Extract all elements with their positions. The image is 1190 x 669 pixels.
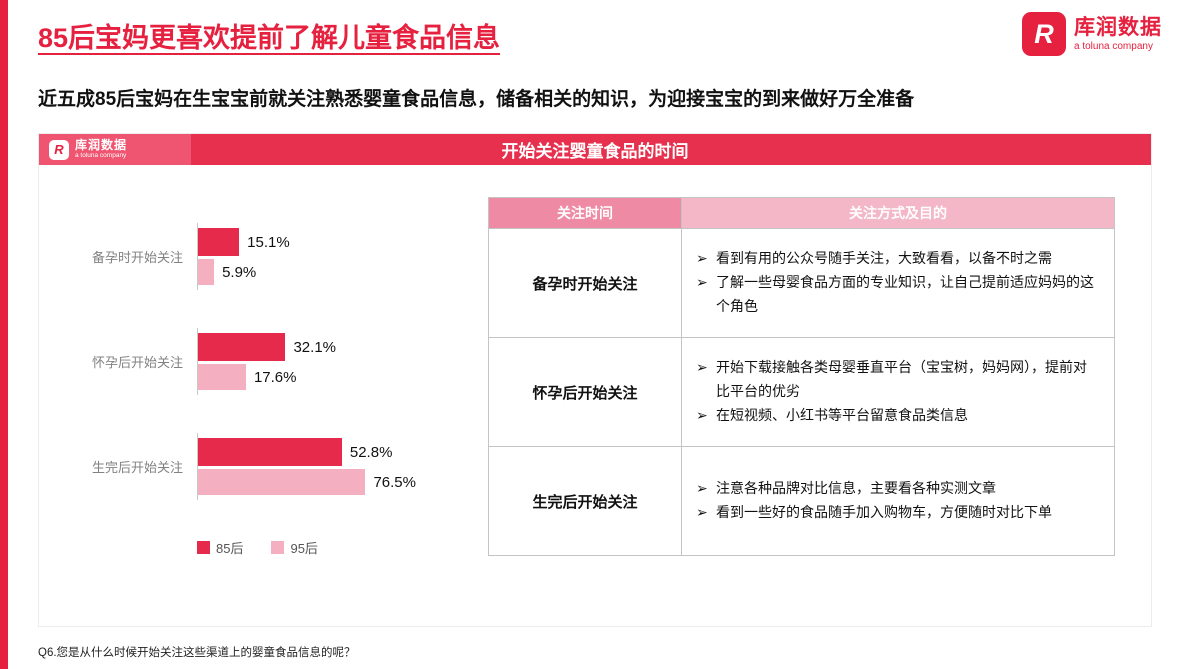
bullet-text: 在短视频、小红书等平台留意食品类信息 xyxy=(716,406,968,423)
chart-legend: 85后 95后 xyxy=(197,538,474,557)
bullet-text: 了解一些母婴食品方面的专业知识，让自己提前适应妈妈的这个角色 xyxy=(716,274,1094,314)
panel-logo: R 库润数据 a toluna company xyxy=(39,134,191,165)
bar-group: 52.8% 76.5% xyxy=(197,433,474,500)
bar-95 xyxy=(198,364,246,390)
panel-logo-icon: R xyxy=(49,139,69,160)
bar-85 xyxy=(198,333,286,361)
bar-line-85: 52.8% xyxy=(198,438,474,466)
bullet-item: ➢ 看到有用的公众号随手关注，大致看看，以备不时之需 xyxy=(696,247,1100,271)
bar-value: 17.6% xyxy=(253,368,297,386)
legend-label: 85后 xyxy=(216,541,244,556)
bar-value: 76.5% xyxy=(373,473,416,491)
bullet-item: ➢ 在短视频、小红书等平台留意食品类信息 xyxy=(696,404,1100,428)
bullet-marker: ➢ xyxy=(696,480,708,497)
table-header-detail: 关注方式及目的 xyxy=(682,198,1114,228)
legend-swatch-85 xyxy=(197,541,210,554)
bullet-item: ➢ 看到一些好的食品随手加入购物车，方便随时对比下单 xyxy=(696,501,1100,525)
bar-group: 32.1% 17.6% xyxy=(197,328,474,395)
panel-title: 开始关注婴童食品的时间 xyxy=(501,142,689,161)
table-row: 怀孕后开始关注 ➢ 开始下载接触各类母婴垂直平台（宝宝树，妈妈网），提前对比平台… xyxy=(489,338,1114,447)
bar-line-95: 17.6% xyxy=(198,364,474,390)
bar-chart: 备孕时开始关注 15.1% 5.9% 怀孕后开始关注 xyxy=(39,165,484,626)
content-panel: R 库润数据 a toluna company 开始关注婴童食品的时间 备孕时开… xyxy=(38,133,1152,627)
info-table: 关注时间 关注方式及目的 备孕时开始关注 ➢ 看到有用的公众号随手关注，大致看看… xyxy=(488,197,1115,556)
bullet-marker: ➢ xyxy=(696,274,708,291)
chart-category-label: 生完后开始关注 xyxy=(91,460,183,475)
bullet-text: 看到有用的公众号随手关注，大致看看，以备不时之需 xyxy=(716,250,1052,267)
table-cell-detail: ➢ 注意各种品牌对比信息，主要看各种实测文章 ➢ 看到一些好的食品随手加入购物车… xyxy=(682,447,1114,555)
table-cell-detail: ➢ 开始下载接触各类母婴垂直平台（宝宝树，妈妈网），提前对比平台的优劣 ➢ 在短… xyxy=(682,338,1114,446)
bar-group: 15.1% 5.9% xyxy=(197,223,474,290)
bullet-item: ➢ 注意各种品牌对比信息，主要看各种实测文章 xyxy=(696,477,1100,501)
bullet-text: 开始下载接触各类母婴垂直平台（宝宝树，妈妈网），提前对比平台的优劣 xyxy=(716,359,1087,400)
legend-label: 95后 xyxy=(290,541,318,556)
bullet-text: 看到一些好的食品随手加入购物车，方便随时对比下单 xyxy=(716,504,1052,520)
brand-name: 库润数据 xyxy=(1074,15,1162,39)
panel-header: R 库润数据 a toluna company 开始关注婴童食品的时间 xyxy=(39,134,1151,165)
brand-tagline: a toluna company xyxy=(1074,41,1153,53)
legend-item-85: 85后 xyxy=(197,538,243,557)
legend-swatch-95 xyxy=(271,541,285,554)
bullet-item: ➢ 了解一些母婴食品方面的专业知识，让自己提前适应妈妈的这个角色 xyxy=(696,271,1100,319)
bar-85 xyxy=(198,438,342,466)
left-accent-strip xyxy=(0,0,8,669)
bullet-item: ➢ 开始下载接触各类母婴垂直平台（宝宝树，妈妈网），提前对比平台的优劣 xyxy=(696,356,1100,404)
bullet-marker: ➢ xyxy=(696,406,708,423)
bar-value: 52.8% xyxy=(349,443,393,461)
brand-logo-icon: R xyxy=(1022,12,1066,56)
bar-line-95: 76.5% xyxy=(198,469,474,495)
table-row: 备孕时开始关注 ➢ 看到有用的公众号随手关注，大致看看，以备不时之需 ➢ 了解一… xyxy=(489,229,1114,338)
panel-body: 备孕时开始关注 15.1% 5.9% 怀孕后开始关注 xyxy=(39,165,1151,626)
chart-row: 怀孕后开始关注 32.1% 17.6% xyxy=(69,328,474,395)
bar-95 xyxy=(198,259,215,285)
table-cell-time: 生完后开始关注 xyxy=(489,447,682,555)
bar-line-85: 32.1% xyxy=(198,333,474,361)
bar-line-95: 5.9% xyxy=(198,259,474,285)
bar-value: 15.1% xyxy=(247,233,290,251)
panel-logo-tagline: a toluna company xyxy=(75,152,127,160)
bullet-marker: ➢ xyxy=(696,504,708,520)
brand-logo: R 库润数据 a toluna company xyxy=(1022,12,1162,56)
table-row: 生完后开始关注 ➢ 注意各种品牌对比信息，主要看各种实测文章 ➢ 看到一些好的食… xyxy=(489,447,1114,555)
chart-category-label: 备孕时开始关注 xyxy=(91,250,183,265)
bullet-marker: ➢ xyxy=(696,250,708,267)
panel-logo-name: 库润数据 xyxy=(75,138,128,153)
page-subtitle: 近五成85后宝妈在生宝宝前就关注熟悉婴童食品信息，储备相关的知识，为迎接宝宝的到… xyxy=(38,89,915,110)
table-header-time: 关注时间 xyxy=(489,198,682,228)
bullet-text: 注意各种品牌对比信息，主要看各种实测文章 xyxy=(716,480,996,497)
bar-value: 32.1% xyxy=(293,338,337,356)
page-title: 85后宝妈更喜欢提前了解儿童食品信息 xyxy=(38,23,501,53)
bar-line-85: 15.1% xyxy=(198,228,474,256)
table-cell-detail: ➢ 看到有用的公众号随手关注，大致看看，以备不时之需 ➢ 了解一些母婴食品方面的… xyxy=(682,229,1114,337)
table-header-row: 关注时间 关注方式及目的 xyxy=(489,198,1114,229)
bar-85 xyxy=(198,228,240,256)
chart-category-label: 怀孕后开始关注 xyxy=(91,355,183,370)
bullet-marker: ➢ xyxy=(696,359,708,376)
chart-row: 生完后开始关注 52.8% 76.5% xyxy=(69,433,474,500)
brand-text: 库润数据 a toluna company xyxy=(1074,16,1162,52)
panel-logo-text: 库润数据 a toluna company xyxy=(75,139,127,160)
table-cell-time: 怀孕后开始关注 xyxy=(489,338,682,446)
chart-row: 备孕时开始关注 15.1% 5.9% xyxy=(69,223,474,290)
legend-item-95: 95后 xyxy=(271,538,318,557)
table-wrap: 关注时间 关注方式及目的 备孕时开始关注 ➢ 看到有用的公众号随手关注，大致看看… xyxy=(484,165,1151,626)
footnote: Q6.您是从什么时候开始关注这些渠道上的婴童食品信息的呢？ xyxy=(38,647,356,659)
bar-95 xyxy=(198,469,366,495)
table-cell-time: 备孕时开始关注 xyxy=(489,229,682,337)
bar-value: 5.9% xyxy=(222,263,257,281)
